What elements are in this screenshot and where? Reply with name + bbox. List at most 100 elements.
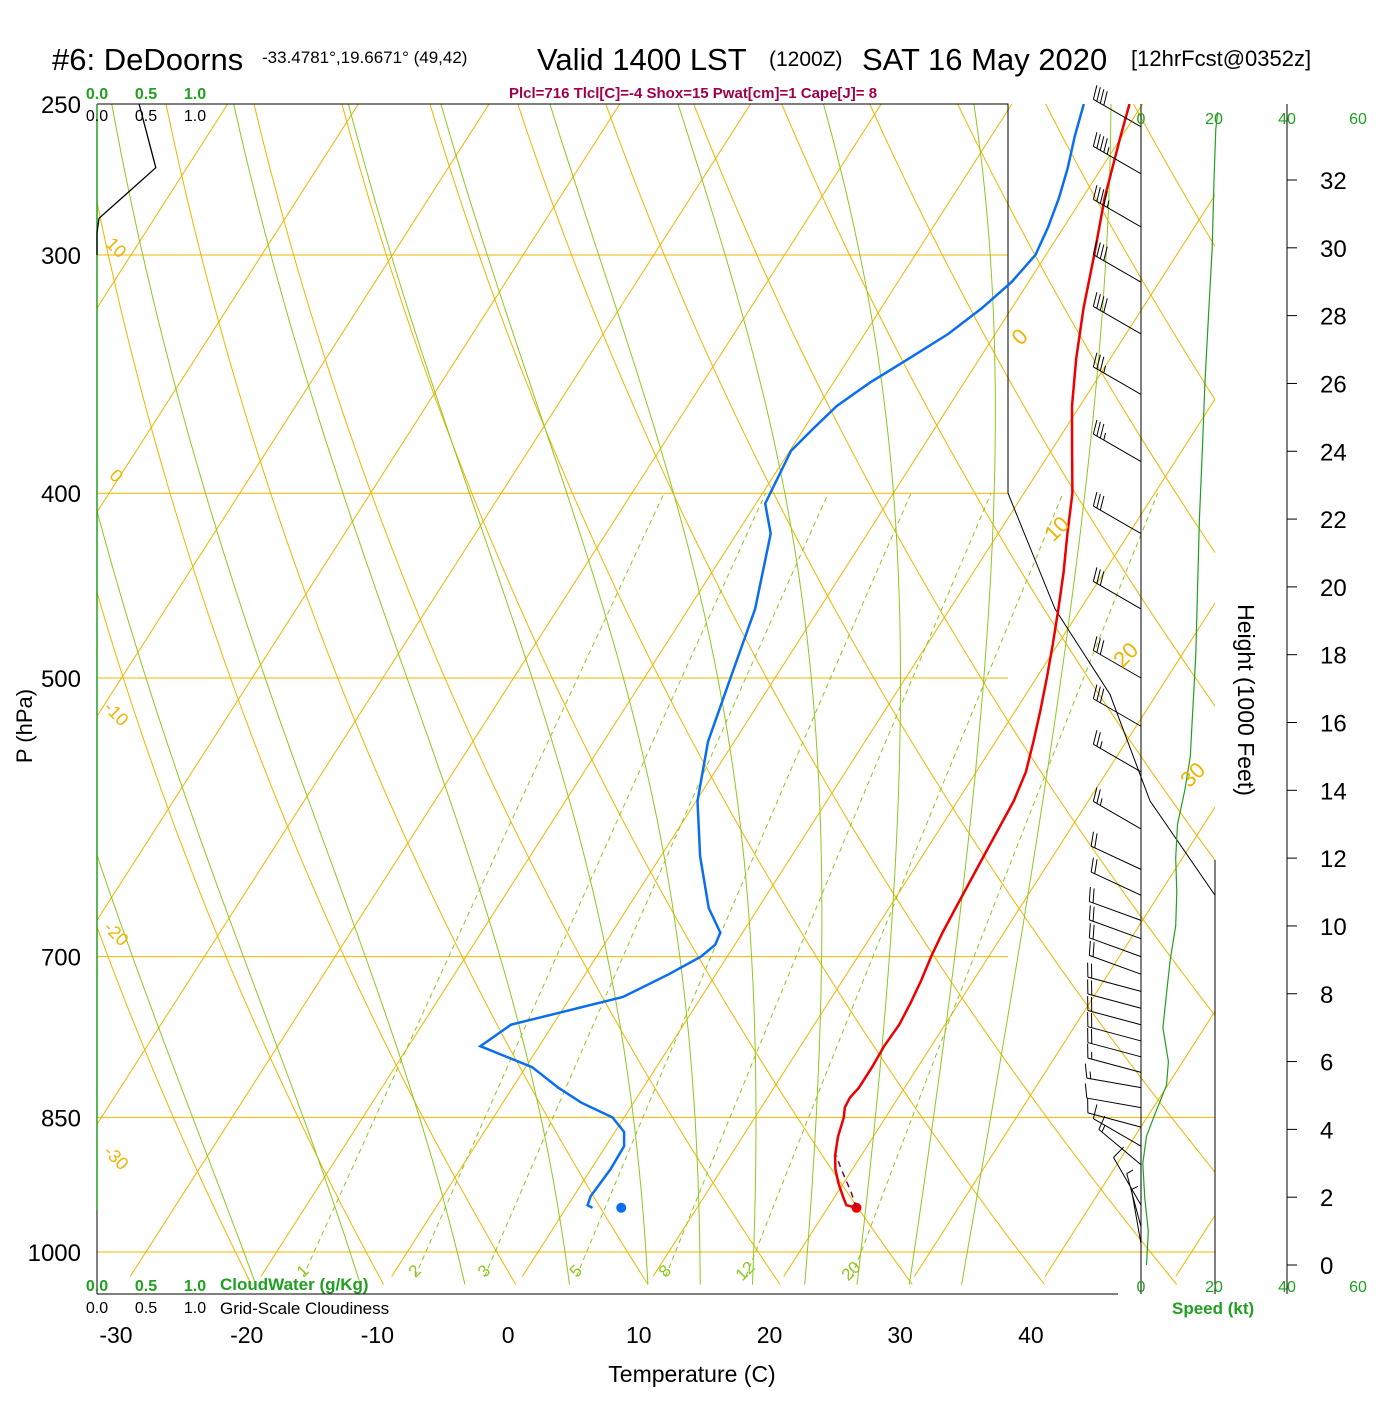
dry-adiabat-line xyxy=(246,70,780,1284)
wind-barb-shaft xyxy=(1089,902,1141,921)
height-tick-label: 0 xyxy=(1320,1253,1333,1280)
cloudiness-tick-top: 0.5 xyxy=(135,108,157,125)
wind-barb-flag xyxy=(1093,292,1097,306)
isotherm-label: 30 xyxy=(1175,757,1210,792)
wind-barb xyxy=(1089,941,1141,974)
mixing-ratio-line xyxy=(303,493,664,1276)
cloud-water-tick-bottom: 0.0 xyxy=(86,1278,108,1295)
cloud-water-tick-top: 0.5 xyxy=(135,86,157,103)
cloudiness-tick-bottom: 1.0 xyxy=(184,1300,206,1317)
wind-barb-flag xyxy=(1104,298,1108,312)
wind-barb-half-flag xyxy=(1127,1170,1133,1174)
valid-date: SAT 16 May 2020 xyxy=(862,42,1107,77)
mixing-ratio-label: 12 xyxy=(732,1258,759,1285)
height-tick-label: 26 xyxy=(1320,371,1347,398)
wind-barb-shaft xyxy=(1093,1119,1141,1147)
wind-barb-flag xyxy=(1097,187,1101,201)
wind-barb-flag xyxy=(1085,1084,1087,1098)
cloud-water-tick-top: 0.0 xyxy=(86,86,108,103)
wind-barb-flag xyxy=(1097,134,1101,148)
wind-barb-shaft xyxy=(1114,1158,1142,1206)
moist-adiabat-line xyxy=(112,104,465,1285)
valid-time: Valid 1400 LST xyxy=(537,42,747,77)
wind-barb-shaft xyxy=(1087,1078,1141,1088)
cloud-water-tick-top: 1.0 xyxy=(184,86,206,103)
moist-adiabat-line xyxy=(678,104,822,1285)
wind-barb-flag xyxy=(1097,638,1101,652)
wind-barb-flag xyxy=(1093,1105,1097,1119)
wind-barb-flag xyxy=(1097,294,1101,308)
pressure-tick-label: 500 xyxy=(41,666,81,693)
mixing-ratio-line xyxy=(852,493,1158,1276)
wind-barb-flag xyxy=(1100,89,1104,103)
y-axis-title: P (hPa) xyxy=(12,689,37,763)
isotherm-label-left: -20 xyxy=(100,917,133,950)
wind-barb-shaft xyxy=(1089,920,1141,939)
wind-barb-flag xyxy=(1097,732,1101,746)
height-tick-label: 8 xyxy=(1320,982,1333,1009)
wind-speed-tick-bottom: 0 xyxy=(1137,1279,1146,1296)
moist-adiabat-line xyxy=(348,104,648,1285)
isotherm-line xyxy=(784,104,1400,1276)
height-tick-label: 14 xyxy=(1320,778,1347,805)
wind-barb-shaft xyxy=(1088,977,1141,991)
height-tick-label: 28 xyxy=(1320,304,1347,331)
isotherm-label-left: -30 xyxy=(100,1141,133,1174)
pressure-tick-label: 400 xyxy=(41,481,81,508)
wind-barb xyxy=(1088,996,1141,1025)
wind-barb-flag xyxy=(1097,789,1101,803)
dry-adiabat-line xyxy=(333,70,912,1284)
mixing-ratio-line xyxy=(666,493,992,1276)
isotherm-line xyxy=(1045,104,1400,1276)
wind-speed-profile-line xyxy=(1143,112,1218,1265)
cloudiness-tick-bottom: 0.5 xyxy=(135,1300,157,1317)
isotherm-line xyxy=(392,104,1143,1276)
wind-barb-flag xyxy=(1100,136,1104,150)
surface-dewpoint-dot xyxy=(616,1203,626,1213)
wind-barb xyxy=(1093,292,1141,334)
pressure-tick-label: 850 xyxy=(41,1105,81,1132)
wind-barb-shaft xyxy=(1093,434,1141,462)
temperature-tick-label: -20 xyxy=(230,1322,263,1348)
station-coords: -33.4781°,19.6671° (49,42) xyxy=(262,48,467,67)
temperature-tick-label: 20 xyxy=(757,1322,783,1348)
height-tick-label: 32 xyxy=(1320,168,1347,195)
wind-barb xyxy=(1088,1044,1141,1073)
cloudiness-tick-top: 0.0 xyxy=(86,108,108,125)
wind-barb xyxy=(1099,1116,1141,1165)
forecast-info: [12hrFcst@0352z] xyxy=(1131,46,1311,71)
wind-barb-flag xyxy=(1100,424,1104,438)
wind-barb-flag xyxy=(1100,245,1104,259)
wind-barb-flag xyxy=(1093,907,1094,922)
isotherm-label-left: -10 xyxy=(100,697,133,730)
isotherm-label: 0 xyxy=(1007,324,1033,350)
pressure-tick-label: 250 xyxy=(41,92,81,119)
wind-barb-flag xyxy=(1093,492,1097,506)
wind-barb-half-flag xyxy=(1090,1072,1091,1079)
wind-barb-half-flag xyxy=(1102,1125,1105,1132)
height-tick-label: 10 xyxy=(1320,914,1347,941)
dry-adiabat-line xyxy=(159,70,648,1284)
station-title: #6: DeDoorns xyxy=(52,42,243,77)
wind-barb-flag xyxy=(1100,571,1104,585)
wind-barb-flag xyxy=(1089,941,1090,956)
cloud-water-label: CloudWater (g/Kg) xyxy=(220,1275,369,1294)
wind-barb-flag xyxy=(1095,859,1097,873)
wind-barb xyxy=(1127,1170,1141,1227)
wind-barb-half-flag xyxy=(1131,1186,1138,1189)
wind-barb xyxy=(1085,1084,1141,1108)
wind-barb xyxy=(1093,787,1141,829)
wind-barb-shaft xyxy=(1093,506,1141,534)
temperature-tick-label: -10 xyxy=(361,1322,394,1348)
cloud-water-tick-bottom: 0.5 xyxy=(135,1278,157,1295)
wind-barb-flag xyxy=(1104,91,1108,105)
height-tick-label: 24 xyxy=(1320,439,1347,466)
isotherm-label-left: 10 xyxy=(102,234,130,262)
wind-barb-half-flag xyxy=(1100,798,1102,805)
dry-adiabat-line xyxy=(1202,70,1400,1284)
temperature-tick-label: 0 xyxy=(502,1322,515,1348)
height-axis-title: Height (1000 Feet) xyxy=(1233,604,1259,796)
wind-barb-flag xyxy=(1093,730,1097,744)
wind-barb xyxy=(1091,858,1141,896)
